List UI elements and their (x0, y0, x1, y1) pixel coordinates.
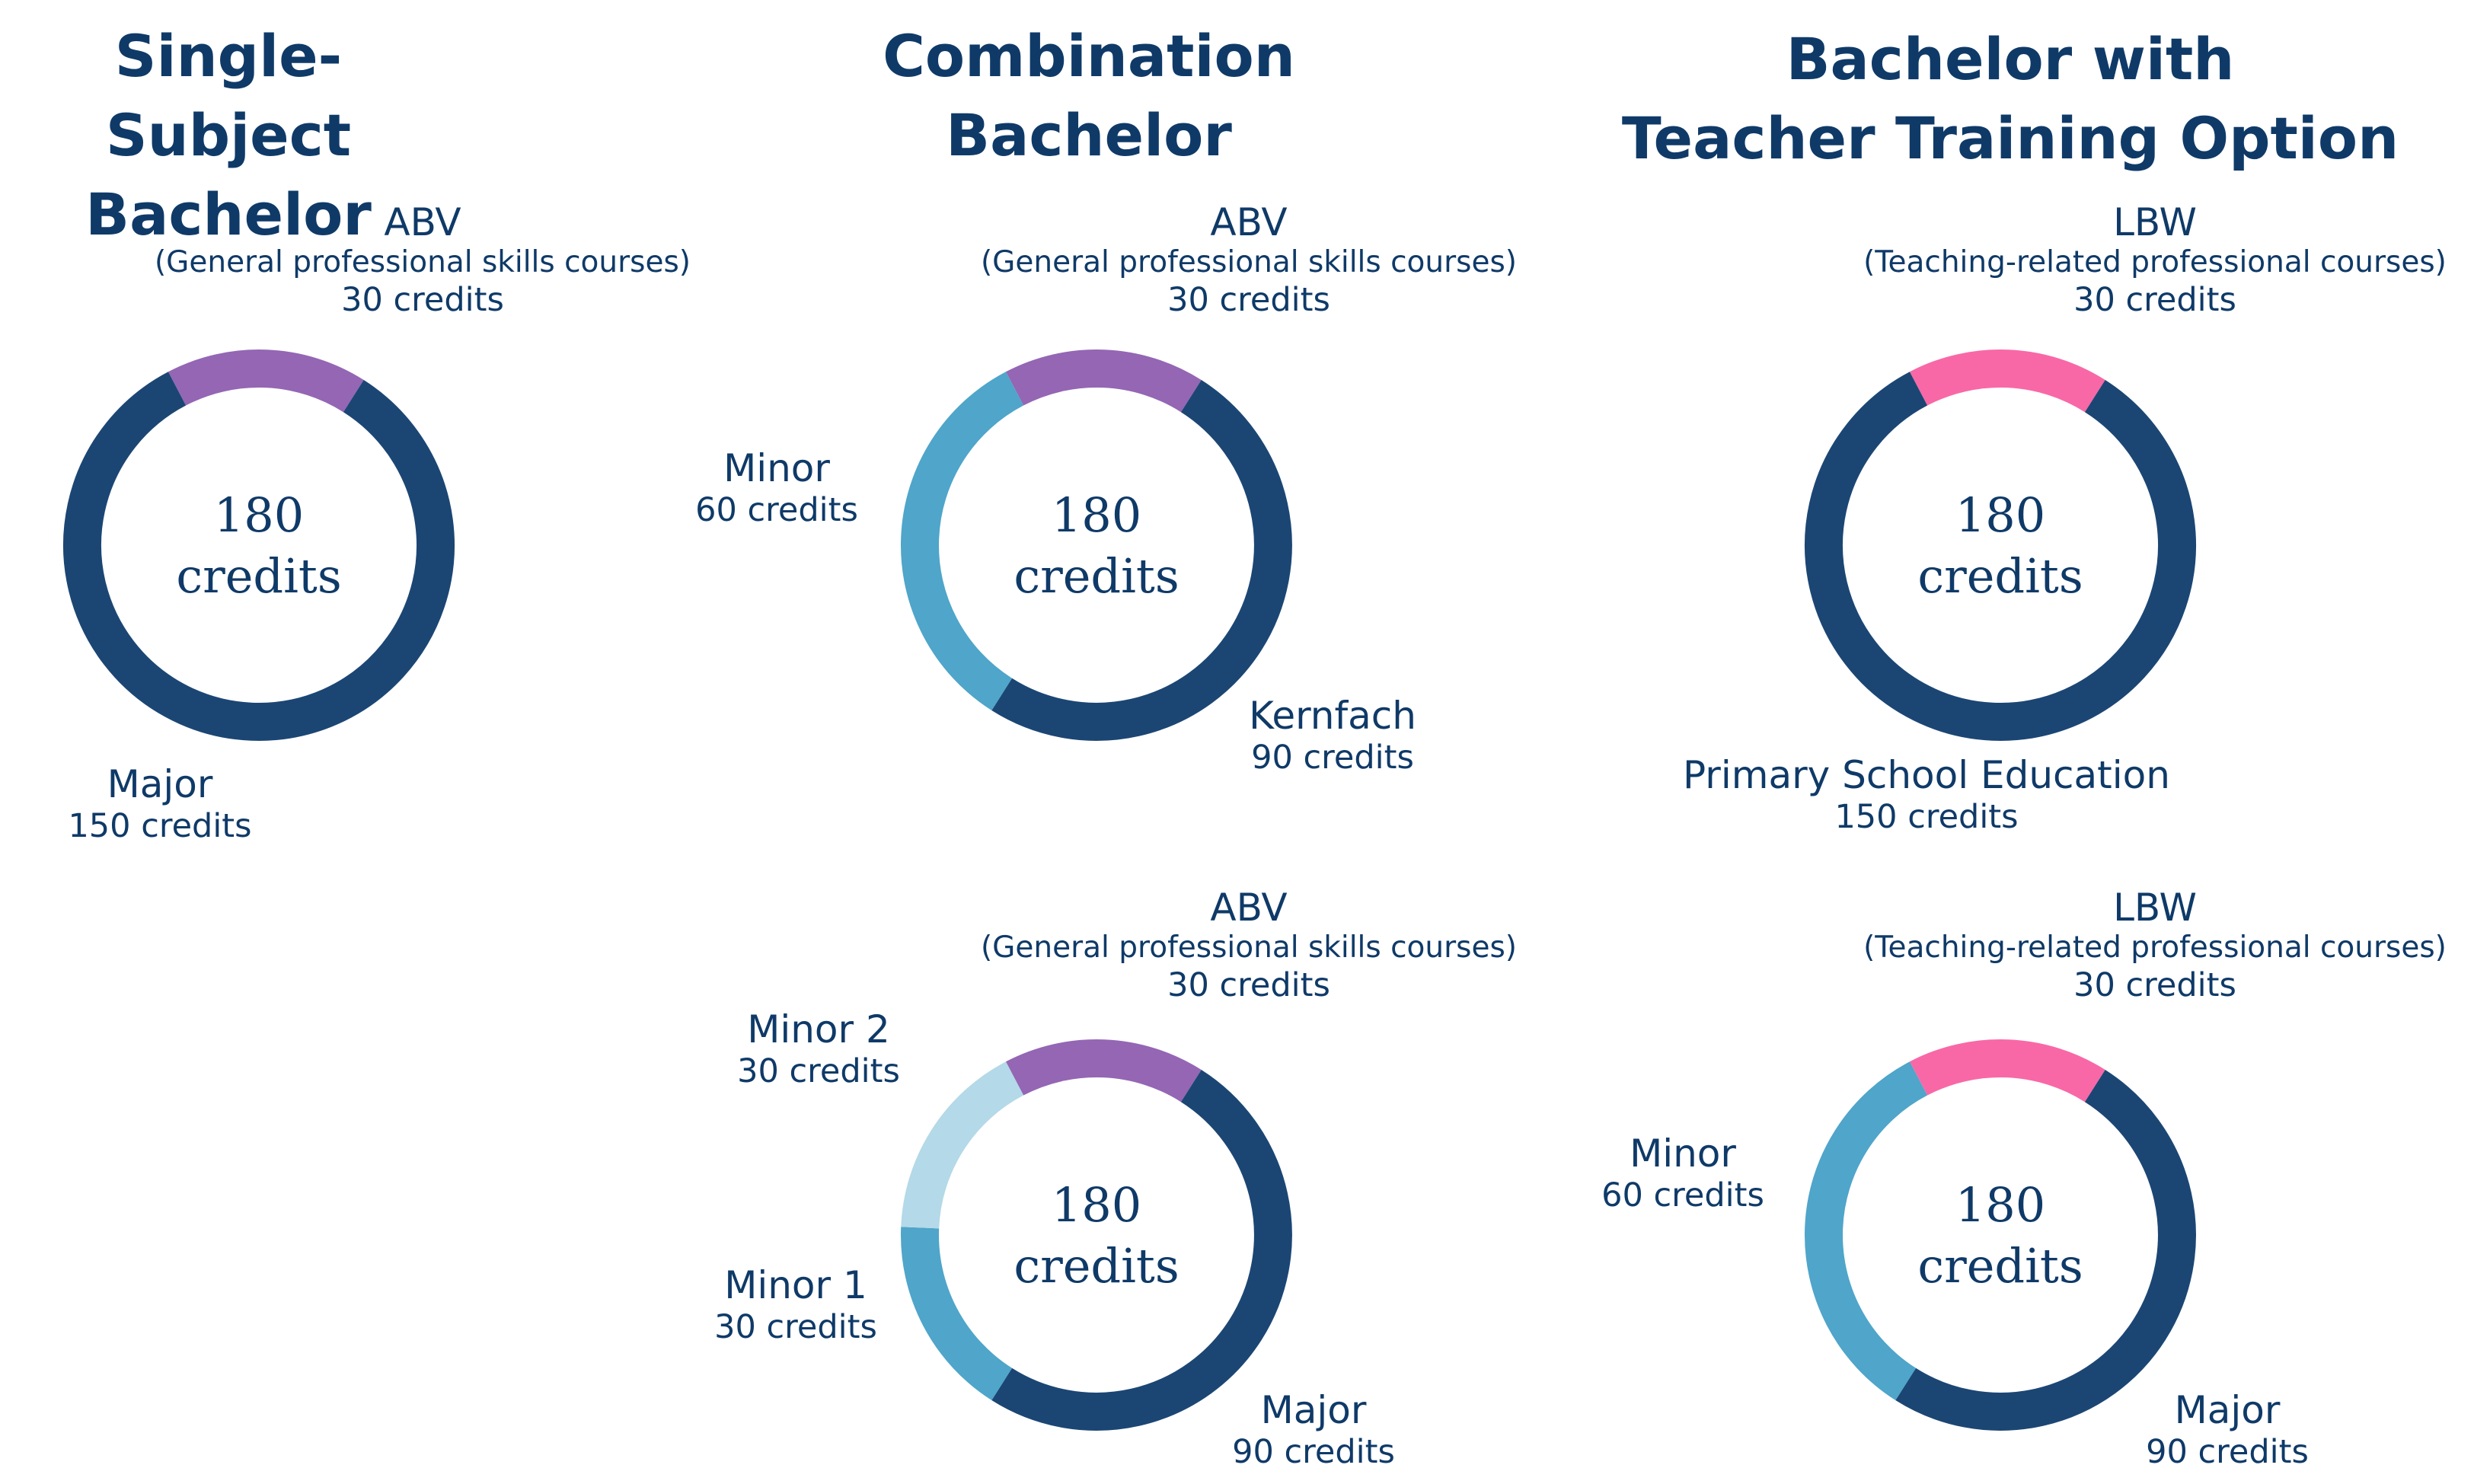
label-lbw-teacher-1: LBW (Teaching-related professional cours… (1843, 199, 2467, 320)
label-name: Kernfach (1249, 694, 1416, 738)
label-name: Minor 1 (724, 1263, 867, 1307)
label-credits: 30 credits (737, 1052, 900, 1090)
label-minor-combination-1: Minor 60 credits (670, 445, 883, 531)
center-total-unit: credits (1917, 548, 2083, 604)
donut-slice-major (63, 372, 455, 741)
donut-slice-abv (1005, 349, 1202, 413)
center-total-number: 180 (1052, 487, 1141, 543)
donut-slice-minor (1805, 1061, 1928, 1400)
label-minor1-combination-2: Minor 1 30 credits (689, 1262, 902, 1348)
label-name: Minor (723, 446, 830, 490)
donut-slice-lbw (1909, 349, 2105, 413)
label-credits: 90 credits (1251, 739, 1414, 777)
label-name: Minor 2 (747, 1007, 890, 1052)
label-name: Major (2174, 1388, 2281, 1432)
label-name: ABV (1210, 886, 1288, 930)
donut-slice-primary-school-education (1805, 372, 2196, 741)
donut-slice-abv (168, 349, 364, 413)
center-total-number: 180 (1955, 1177, 2045, 1233)
label-credits: 150 credits (1834, 798, 2019, 836)
label-major-single: Major 150 credits (46, 761, 274, 847)
label-credits: 90 credits (1232, 1433, 1395, 1471)
label-kernfach-combination-1: Kernfach 90 credits (1226, 693, 1439, 778)
label-credits: 30 credits (2073, 965, 2236, 1004)
label-name: ABV (1210, 200, 1288, 244)
label-name: Major (1260, 1388, 1367, 1432)
donut-slice-lbw (1909, 1039, 2105, 1103)
label-major-teacher-2: Major 90 credits (2121, 1387, 2334, 1473)
label-credits: 150 credits (68, 807, 252, 845)
label-name: LBW (2113, 200, 2197, 244)
label-abv-combination-1: ABV (General professional skills courses… (956, 199, 1542, 320)
title-single-subject-line1: Single-Subject Bachelor (85, 22, 372, 248)
title-combination-line1: Combination Bachelor (883, 22, 1295, 169)
label-credits: 30 credits (2073, 280, 2236, 319)
donut-slice-minor (901, 372, 1024, 710)
label-primary-teacher-1: Primary School Education 150 credits (1622, 752, 2231, 838)
label-sublabel: (General professional skills courses) (980, 245, 1518, 279)
title-combination: Combination Bachelor (876, 17, 1302, 175)
label-name: Major (107, 762, 213, 806)
title-teacher-training: Bachelor with Teacher Training Option (1584, 20, 2437, 178)
label-abv-single: ABV (General professional skills courses… (129, 199, 716, 320)
center-total-unit: credits (1014, 1238, 1179, 1294)
title-teacher-training-line1: Bachelor with Teacher Training Option (1621, 25, 2399, 172)
donut-slice-minor-1 (901, 1227, 1013, 1400)
label-credits: 60 credits (695, 491, 858, 529)
label-credits: 30 credits (1167, 965, 1330, 1004)
label-sublabel: (Teaching-related professional courses) (1863, 245, 2447, 279)
label-credits: 30 credits (341, 280, 504, 319)
center-total-number: 180 (1955, 487, 2045, 543)
label-minor-teacher-2: Minor 60 credits (1576, 1131, 1789, 1216)
label-minor2-combination-2: Minor 2 30 credits (712, 1007, 925, 1092)
label-name: Primary School Education (1683, 753, 2170, 797)
center-total-unit: credits (176, 548, 341, 604)
label-sublabel: (General professional skills courses) (154, 245, 691, 279)
label-credits: 30 credits (1167, 280, 1330, 319)
label-lbw-teacher-2: LBW (Teaching-related professional cours… (1843, 885, 2467, 1005)
center-total-unit: credits (1917, 1238, 2083, 1294)
center-total-number: 180 (1052, 1177, 1141, 1233)
label-credits: 90 credits (2146, 1433, 2309, 1471)
label-sublabel: (Teaching-related professional courses) (1863, 930, 2447, 965)
label-name: Minor (1630, 1131, 1736, 1176)
title-single-subject: Single-Subject Bachelor (15, 17, 442, 254)
label-credits: 30 credits (714, 1308, 877, 1346)
label-name: ABV (384, 200, 461, 244)
donut-slice-kernfach (991, 380, 1292, 741)
donut-slice-abv (1005, 1039, 1202, 1103)
label-name: LBW (2113, 886, 2197, 930)
label-major-combination-2: Major 90 credits (1207, 1387, 1420, 1473)
center-total-unit: credits (1014, 548, 1179, 604)
label-abv-combination-2: ABV (General professional skills courses… (956, 885, 1542, 1005)
label-credits: 60 credits (1601, 1176, 1764, 1214)
center-total-number: 180 (214, 487, 304, 543)
label-sublabel: (General professional skills courses) (980, 930, 1518, 965)
donut-slice-minor-2 (901, 1061, 1024, 1229)
